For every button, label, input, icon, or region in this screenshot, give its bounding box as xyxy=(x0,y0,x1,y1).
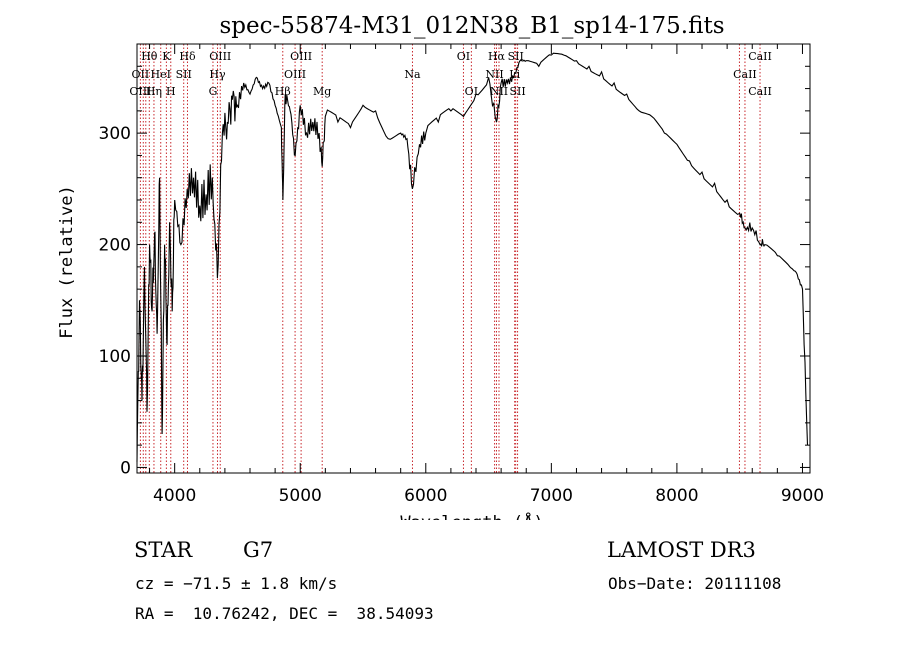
line-label: Hα xyxy=(488,50,506,63)
chart-title: spec-55874-M31_012N38_B1_sp14-175.fits xyxy=(219,13,724,39)
line-label: OI xyxy=(465,85,478,98)
line-label: Mg xyxy=(313,85,331,98)
line-label: OII xyxy=(132,68,150,81)
axis-ticks: 4000 5000 6000 7000 8000 9000 0 100 200 300 xyxy=(99,44,824,506)
x-tick-label: 6000 xyxy=(404,486,447,506)
y-tick-label: 0 xyxy=(120,458,131,478)
line-label: CaII xyxy=(748,85,772,98)
line-label: Hβ xyxy=(275,85,291,98)
line-label: Li xyxy=(509,68,520,81)
y-tick-label: 200 xyxy=(99,236,131,256)
line-label: SII xyxy=(509,85,525,98)
line-label: Na xyxy=(404,68,421,81)
line-markers xyxy=(139,44,761,473)
line-label: NII xyxy=(490,85,508,98)
line-label: H xyxy=(166,85,176,98)
line-label: OIII xyxy=(284,68,306,81)
x-tick-label: 9000 xyxy=(781,486,824,506)
line-label: HeI xyxy=(151,68,171,81)
line-label: NII xyxy=(485,68,503,81)
line-label: G xyxy=(209,85,218,98)
spectrum-chart: spec-55874-M31_012N38_B1_sp14-175.fits H… xyxy=(57,13,824,520)
coordinates: RA = 10.76242, DEC = 38.54093 xyxy=(135,604,434,623)
x-tick-label: 7000 xyxy=(530,486,573,506)
y-axis-label: Flux (relative) xyxy=(57,185,77,339)
y-tick-label: 100 xyxy=(99,347,131,367)
plot-frame xyxy=(136,43,811,474)
line-label: OI xyxy=(457,50,470,63)
x-tick-label: 8000 xyxy=(655,486,698,506)
line-label: OIII xyxy=(290,50,312,63)
x-tick-label: 4000 xyxy=(153,486,196,506)
x-axis-label: Wavelength (Å) xyxy=(400,511,543,520)
line-label: OIII xyxy=(129,85,151,98)
line-label: CaII xyxy=(748,50,772,63)
object-subclass: G7 xyxy=(243,538,274,562)
survey-name: LAMOST DR3 xyxy=(607,538,756,562)
object-class: STAR xyxy=(134,538,193,562)
line-label: Hη xyxy=(146,85,162,98)
line-label: OIII xyxy=(209,50,231,63)
line-label: SII xyxy=(508,50,524,63)
y-tick-label: 300 xyxy=(99,124,131,144)
line-label: Hθ xyxy=(141,50,158,63)
observation-date: Obs−Date: 20111108 xyxy=(608,574,782,593)
line-label: SII xyxy=(176,68,192,81)
x-tick-label: 5000 xyxy=(279,486,322,506)
line-label: Hδ xyxy=(179,50,196,63)
line-label: Hγ xyxy=(209,68,226,81)
line-label: K xyxy=(162,50,171,63)
line-label: CaII xyxy=(733,68,757,81)
redshift-info: cz = −71.5 ± 1.8 km/s xyxy=(135,574,338,593)
spectrum-trace xyxy=(136,52,809,462)
